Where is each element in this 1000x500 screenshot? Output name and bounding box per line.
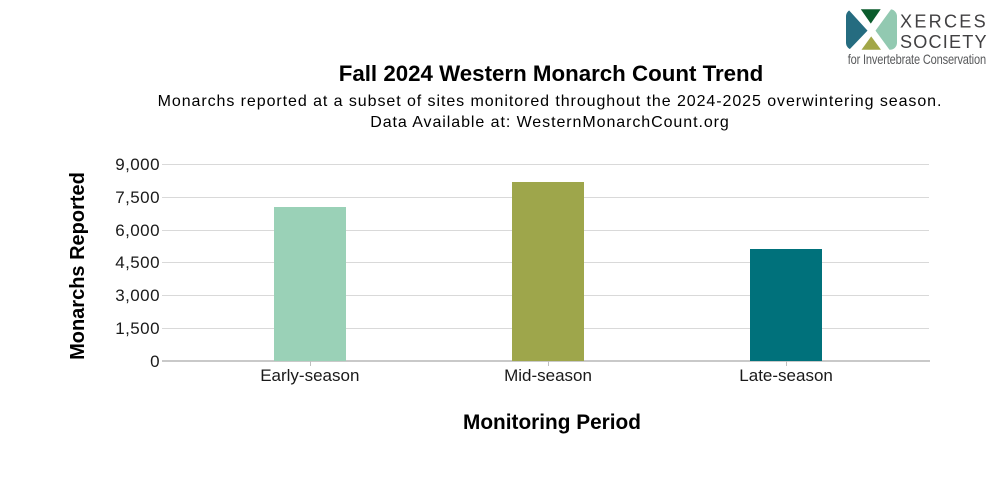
svg-text:XERCES: XERCES [900,12,988,32]
svg-text:for Invertebrate Conservation: for Invertebrate Conservation [848,52,987,67]
svg-text:SOCIETY: SOCIETY [900,32,988,52]
